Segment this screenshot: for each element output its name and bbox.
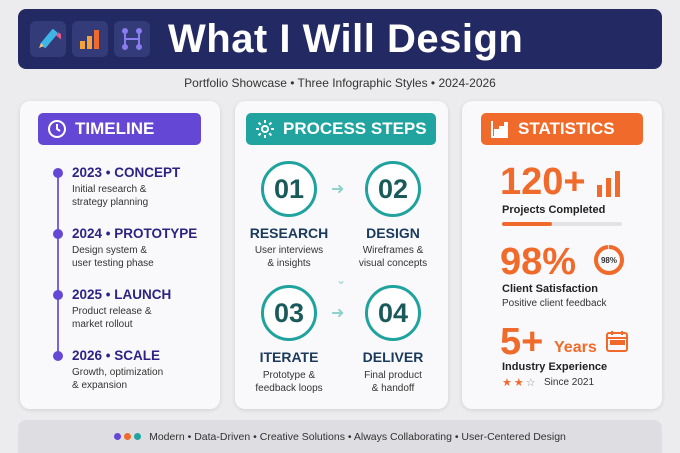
timeline-item-text: Design system & user testing phase xyxy=(72,244,217,270)
timeline-label: TIMELINE xyxy=(75,119,155,138)
step-title: ITERATE xyxy=(259,349,319,365)
step-text: Wireframes & visual concepts xyxy=(343,244,443,270)
step-text-line: Wireframes & xyxy=(362,245,424,256)
calendar-icon xyxy=(606,331,628,352)
step-title: RESEARCH xyxy=(249,225,329,241)
step-text-line: & insights xyxy=(267,258,311,269)
header-banner: What I Will Design xyxy=(18,9,662,69)
process-header: PROCESS STEPS xyxy=(246,113,436,145)
footer-dot xyxy=(134,432,142,440)
footer-dot xyxy=(114,432,122,440)
star-empty-icon: ☆ xyxy=(525,377,536,389)
timeline-item: 2023 • CONCEPT Initial research & strate… xyxy=(72,165,217,209)
bar-chart-icon xyxy=(597,171,620,197)
network-icon xyxy=(114,21,150,57)
timeline-item-line: & expansion xyxy=(72,380,128,391)
timeline-item-heading: 2025 • LAUNCH xyxy=(72,287,172,302)
bar-chart-icon xyxy=(72,21,108,57)
clock-icon xyxy=(48,120,66,138)
step-text-line: User interviews xyxy=(254,245,324,256)
statistics-label: STATISTICS xyxy=(518,119,615,138)
star-filled-icon: ★ xyxy=(513,377,524,389)
statistics-header: STATISTICS xyxy=(481,113,643,145)
timeline-item: 2025 • LAUNCH Product release & market r… xyxy=(72,287,217,331)
arrow-right-icon: ➜ xyxy=(331,181,345,198)
satisfaction-ring-arc xyxy=(594,245,624,275)
timeline-item: 2024 • PROTOTYPE Design system & user te… xyxy=(72,226,217,270)
step-text-line: Final product xyxy=(364,370,422,381)
satisfaction-sub: Positive client feedback xyxy=(502,298,607,309)
timeline-dot xyxy=(53,290,63,300)
arrow-right-icon: ➜ xyxy=(331,305,345,322)
step-text-line: Prototype & xyxy=(262,370,316,381)
step-text-line: & handoff xyxy=(371,383,415,394)
timeline-dot xyxy=(53,168,63,178)
footer-bar: Modern • Data-Driven • Creative Solution… xyxy=(18,420,662,453)
projects-value: 120+ xyxy=(500,161,586,203)
timeline-item-heading: 2023 • CONCEPT xyxy=(72,165,181,180)
experience-since: Since 2021 xyxy=(544,377,595,388)
experience-value: 5+ xyxy=(500,321,544,363)
timeline-item-line: Growth, optimization xyxy=(72,367,164,378)
projects-progress-fill xyxy=(502,222,553,226)
step-text-line: feedback loops xyxy=(255,383,323,394)
timeline-item-text: Initial research & strategy planning xyxy=(72,183,217,209)
step-circle: 03 xyxy=(261,285,317,341)
experience-label: Industry Experience xyxy=(502,361,608,373)
statistics-card: STATISTICS 120+ Projects Completed 98% 9… xyxy=(462,101,662,409)
step-circle: 01 xyxy=(261,161,317,217)
timeline-line xyxy=(57,173,59,356)
satisfaction-ring: 98% xyxy=(594,245,624,275)
timeline-item-line: user testing phase xyxy=(72,258,154,269)
page-subtitle: Portfolio Showcase • Three Infographic S… xyxy=(184,76,496,90)
timeline-item-heading: 2024 • PROTOTYPE xyxy=(72,226,198,241)
timeline-item: 2026 • SCALE Growth, optimization & expa… xyxy=(72,348,217,392)
projects-progress-bar xyxy=(502,222,622,226)
arrow-down-icon: ⌄ xyxy=(336,273,347,287)
satisfaction-value: 98% xyxy=(500,241,577,283)
gear-icon xyxy=(256,120,274,138)
pencil-icon xyxy=(30,21,66,57)
timeline-item-text: Product release & market rollout xyxy=(72,305,217,331)
timeline-item-line: Design system & xyxy=(72,245,148,256)
star-filled-icon: ★ xyxy=(502,377,512,389)
timeline-item-line: Product release & xyxy=(72,306,152,317)
page-title: What I Will Design xyxy=(168,16,524,61)
step-text: User interviews & insights xyxy=(239,244,339,270)
satisfaction-ring-label: 98% xyxy=(601,256,617,265)
timeline-item-line: market rollout xyxy=(72,319,133,330)
step-circle: 04 xyxy=(365,285,421,341)
step-title: DELIVER xyxy=(362,349,424,365)
chart-icon xyxy=(491,121,508,138)
projects-label: Projects Completed xyxy=(502,204,606,216)
step-text-line: visual concepts xyxy=(358,258,428,269)
experience-unit: Years xyxy=(554,339,597,356)
timeline-item-line: strategy planning xyxy=(72,197,149,208)
timeline-item-text: Growth, optimization & expansion xyxy=(72,366,217,392)
timeline-item-heading: 2026 • SCALE xyxy=(72,348,161,363)
process-card: PROCESS STEPS 01 ➜ 02 RESEARCH DESIGN Us… xyxy=(235,101,448,409)
satisfaction-label: Client Satisfaction xyxy=(502,283,598,295)
timeline-dot xyxy=(53,351,63,361)
timeline-item-line: Initial research & xyxy=(72,184,147,195)
timeline-dot xyxy=(53,229,63,239)
header-icons xyxy=(30,21,150,57)
footer-dots xyxy=(114,431,144,443)
footer-text: Modern • Data-Driven • Creative Solution… xyxy=(149,430,566,443)
star-rating: ★ ★ ☆ xyxy=(502,376,538,389)
timeline-header: TIMELINE xyxy=(38,113,201,145)
step-text: Final product & handoff xyxy=(343,369,443,395)
step-title: DESIGN xyxy=(366,225,420,241)
process-label: PROCESS STEPS xyxy=(283,119,427,138)
timeline-card: TIMELINE 2023 • CONCEPT Initial research… xyxy=(20,101,220,409)
step-circle: 02 xyxy=(365,161,421,217)
footer-dot xyxy=(124,432,132,440)
step-text: Prototype & feedback loops xyxy=(239,369,339,395)
